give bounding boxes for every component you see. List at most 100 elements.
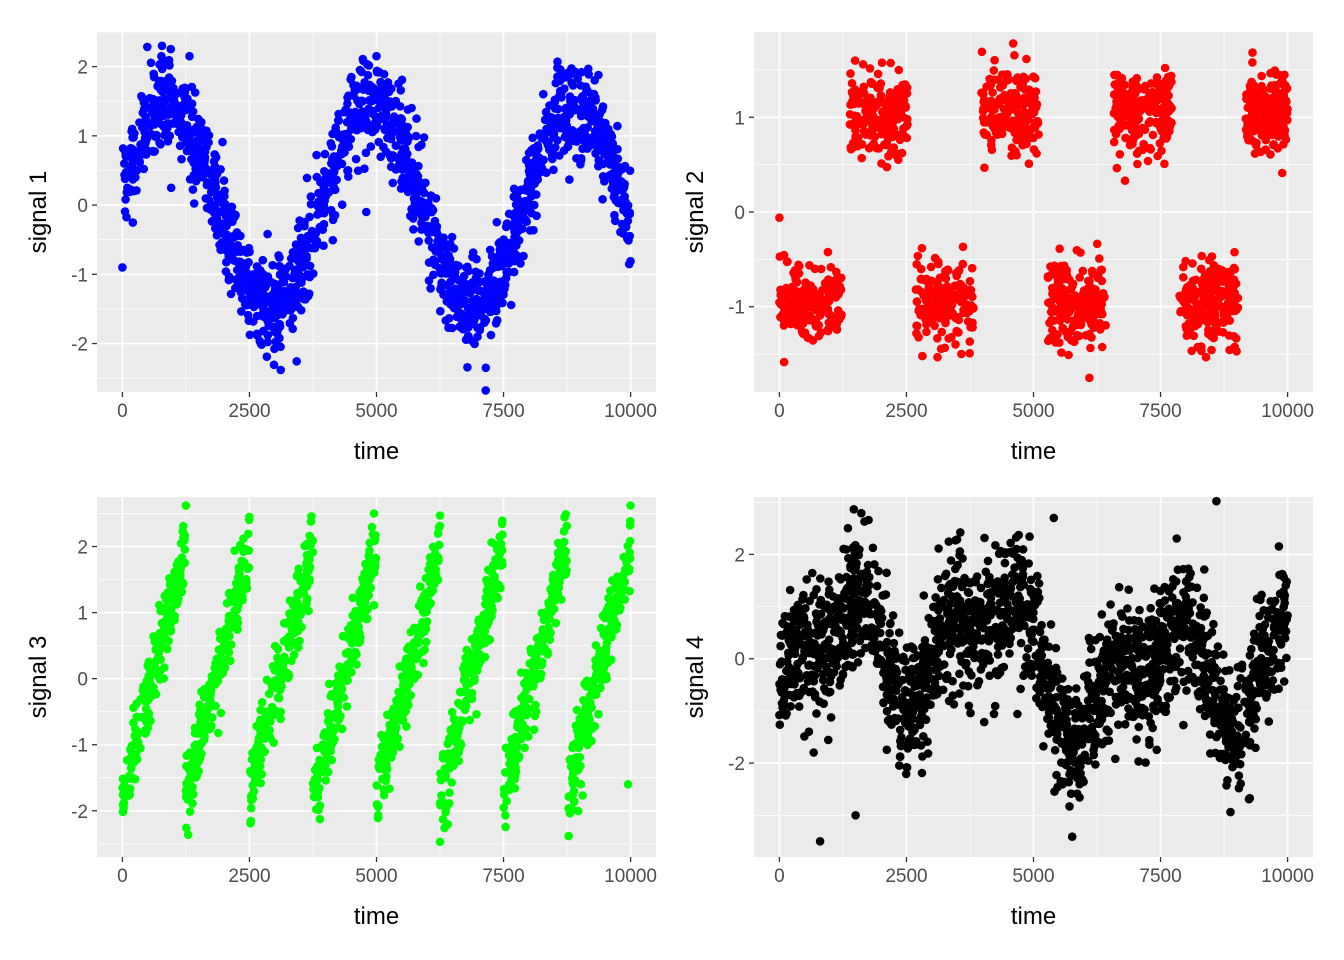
- data-point: [957, 349, 966, 359]
- data-point: [513, 193, 522, 203]
- data-point: [216, 645, 226, 654]
- data-point: [415, 582, 425, 591]
- data-point: [508, 241, 518, 251]
- data-point: [412, 114, 421, 123]
- data-point: [565, 70, 575, 79]
- data-point: [1181, 256, 1190, 266]
- data-point: [1256, 147, 1265, 157]
- data-point: [782, 257, 792, 267]
- data-point: [526, 648, 536, 657]
- data-point: [561, 510, 571, 519]
- data-point: [353, 166, 363, 175]
- data-point: [625, 586, 634, 596]
- data-point: [556, 65, 565, 74]
- data-point: [288, 313, 298, 323]
- data-point: [309, 269, 318, 278]
- data-point: [607, 618, 617, 628]
- data-point: [557, 88, 566, 97]
- data-point: [224, 648, 234, 657]
- data-point: [1209, 333, 1218, 343]
- data-point: [900, 88, 909, 98]
- data-point: [1212, 322, 1221, 332]
- data-point: [923, 296, 933, 305]
- data-point: [587, 140, 596, 149]
- data-point: [397, 115, 407, 124]
- data-point: [333, 116, 343, 125]
- data-point: [209, 157, 219, 166]
- data-point: [943, 293, 953, 302]
- data-point: [1196, 287, 1206, 297]
- data-point: [140, 127, 149, 137]
- data-point: [486, 582, 496, 592]
- data-point: [429, 556, 439, 565]
- data-point: [952, 326, 961, 336]
- data-point: [437, 254, 447, 264]
- data-point: [1029, 72, 1038, 81]
- x-tick-label: 0: [117, 401, 128, 422]
- data-point: [363, 70, 373, 80]
- data-point: [426, 284, 435, 293]
- data-point: [396, 86, 406, 95]
- data-point: [1165, 126, 1174, 136]
- data-point: [168, 84, 178, 93]
- data-point: [524, 148, 534, 158]
- data-point: [305, 261, 315, 271]
- data-point: [185, 807, 195, 816]
- data-point: [622, 558, 631, 567]
- data-point: [459, 315, 469, 325]
- data-point: [274, 251, 283, 260]
- data-point: [237, 307, 246, 316]
- data-point: [279, 618, 289, 628]
- data-point: [1109, 137, 1119, 147]
- data-point: [412, 172, 421, 182]
- data-point: [337, 724, 347, 734]
- data-point: [495, 237, 505, 247]
- data-point: [527, 208, 536, 218]
- data-point: [980, 163, 989, 172]
- x-tick-label: 0: [774, 401, 785, 422]
- data-point: [1132, 100, 1141, 109]
- data-point: [147, 691, 157, 700]
- data-point: [891, 111, 901, 120]
- data-point: [871, 101, 880, 110]
- data-point: [364, 591, 374, 600]
- data-point: [162, 595, 171, 604]
- data-point: [321, 776, 331, 785]
- data-point: [426, 599, 436, 608]
- data-point: [187, 82, 197, 92]
- data-point: [626, 501, 635, 510]
- data-point: [487, 277, 496, 286]
- data-point: [1279, 108, 1288, 118]
- data-point: [1248, 97, 1258, 106]
- data-point: [315, 801, 325, 810]
- data-point: [183, 830, 193, 840]
- data-point: [163, 644, 172, 654]
- data-point: [401, 685, 411, 695]
- data-point: [1097, 276, 1107, 286]
- data-point: [895, 135, 905, 145]
- data-point: [193, 742, 202, 752]
- data-point: [497, 259, 507, 268]
- data-point: [625, 536, 635, 546]
- data-point: [589, 690, 599, 700]
- data-point: [1228, 284, 1237, 294]
- data-point: [492, 253, 501, 263]
- data-point: [1058, 284, 1067, 294]
- data-point: [853, 141, 862, 151]
- data-point: [199, 707, 209, 717]
- data-point: [457, 282, 467, 291]
- data-point: [501, 743, 511, 753]
- data-point: [598, 195, 607, 204]
- x-tick-label: 7500: [482, 401, 524, 422]
- data-point: [245, 330, 255, 340]
- data-point: [460, 296, 470, 305]
- data-point: [1058, 275, 1067, 284]
- data-point: [259, 299, 269, 308]
- data-point: [553, 121, 562, 130]
- data-point: [966, 285, 976, 295]
- data-point: [779, 357, 789, 367]
- data-point: [305, 562, 315, 572]
- data-point: [597, 649, 606, 658]
- data-point: [261, 306, 270, 316]
- data-point: [1051, 294, 1060, 303]
